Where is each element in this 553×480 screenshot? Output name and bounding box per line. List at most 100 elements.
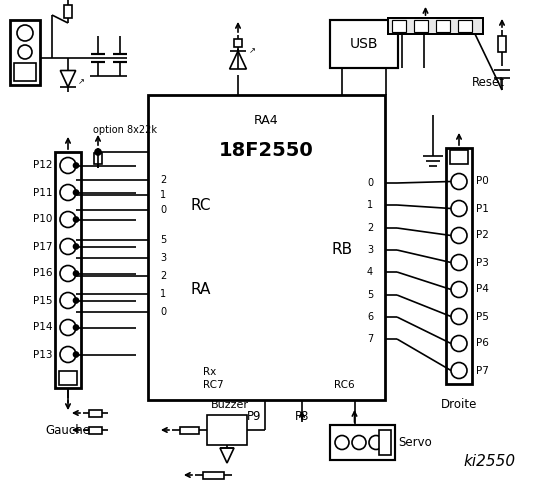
Circle shape — [451, 173, 467, 190]
Text: ↗: ↗ — [248, 46, 255, 55]
Circle shape — [60, 239, 76, 254]
Text: Reset: Reset — [472, 75, 505, 88]
Text: 5: 5 — [367, 290, 373, 300]
Text: P8: P8 — [295, 409, 309, 422]
Text: P17: P17 — [33, 241, 52, 252]
Text: P16: P16 — [33, 268, 52, 278]
Circle shape — [60, 184, 76, 201]
Text: RA: RA — [190, 283, 210, 298]
Bar — [379, 430, 391, 455]
Text: 2: 2 — [160, 175, 166, 185]
Bar — [330, 20, 398, 68]
Bar — [414, 20, 428, 32]
Text: P3: P3 — [476, 257, 489, 267]
Bar — [450, 150, 468, 164]
Circle shape — [74, 190, 79, 195]
Bar — [64, 5, 72, 18]
Bar — [330, 425, 395, 460]
Text: P1: P1 — [476, 204, 489, 214]
Circle shape — [74, 298, 79, 303]
Text: P4: P4 — [476, 285, 489, 295]
Text: P7: P7 — [476, 365, 489, 375]
Bar — [446, 148, 472, 384]
Text: Rx: Rx — [203, 367, 216, 377]
Text: P12: P12 — [33, 160, 52, 170]
Bar — [204, 471, 223, 479]
Text: Gauche: Gauche — [45, 423, 91, 436]
Bar — [94, 153, 102, 164]
Circle shape — [17, 25, 33, 41]
Circle shape — [369, 435, 383, 449]
Text: Buzzer: Buzzer — [211, 400, 249, 410]
Text: 7: 7 — [367, 334, 373, 344]
Text: option 8x22k: option 8x22k — [93, 125, 157, 135]
Text: 0: 0 — [160, 205, 166, 215]
Bar — [458, 20, 472, 32]
Circle shape — [60, 212, 76, 228]
Text: RB: RB — [332, 242, 353, 257]
Text: P9: P9 — [247, 409, 261, 422]
Circle shape — [60, 157, 76, 173]
Text: ki2550: ki2550 — [464, 455, 516, 469]
Text: USB: USB — [349, 37, 378, 51]
Text: P13: P13 — [33, 349, 52, 360]
Bar — [14, 63, 36, 81]
Text: 18F2550: 18F2550 — [219, 141, 314, 159]
Bar — [388, 18, 483, 34]
Circle shape — [352, 435, 366, 449]
Bar — [88, 409, 102, 417]
Bar — [234, 38, 242, 48]
Bar — [498, 36, 506, 52]
Bar — [10, 20, 40, 85]
Text: P11: P11 — [33, 188, 52, 197]
Circle shape — [451, 281, 467, 298]
Circle shape — [60, 347, 76, 362]
Text: RC6: RC6 — [335, 380, 355, 390]
Text: P2: P2 — [476, 230, 489, 240]
Circle shape — [451, 336, 467, 351]
Bar — [148, 95, 385, 400]
Text: 0: 0 — [160, 307, 166, 317]
Circle shape — [74, 352, 79, 357]
Text: RC: RC — [190, 197, 211, 213]
Text: 4: 4 — [367, 267, 373, 277]
Circle shape — [335, 435, 349, 449]
Text: P10: P10 — [33, 215, 52, 225]
Circle shape — [74, 163, 79, 168]
Text: 2: 2 — [160, 271, 166, 281]
Circle shape — [451, 228, 467, 243]
Text: 0: 0 — [367, 178, 373, 188]
Text: 5: 5 — [160, 235, 166, 245]
Circle shape — [451, 362, 467, 379]
Text: 3: 3 — [367, 245, 373, 255]
Bar — [392, 20, 406, 32]
Circle shape — [60, 320, 76, 336]
Text: RA4: RA4 — [254, 113, 279, 127]
Circle shape — [74, 217, 79, 222]
Circle shape — [451, 254, 467, 271]
Text: 3: 3 — [160, 253, 166, 263]
Text: RC7: RC7 — [203, 380, 223, 390]
Text: ↗: ↗ — [78, 77, 85, 86]
Text: P14: P14 — [33, 323, 52, 333]
Bar — [88, 427, 102, 433]
Circle shape — [74, 325, 79, 330]
Text: P6: P6 — [476, 338, 489, 348]
Bar — [55, 152, 81, 388]
Text: 2: 2 — [367, 223, 373, 233]
Circle shape — [451, 201, 467, 216]
Text: 1: 1 — [367, 200, 373, 210]
Text: P0: P0 — [476, 177, 489, 187]
Text: 1: 1 — [160, 289, 166, 299]
Circle shape — [451, 309, 467, 324]
Circle shape — [60, 292, 76, 309]
Text: Droite: Droite — [441, 397, 477, 410]
Circle shape — [18, 45, 32, 59]
Text: 6: 6 — [367, 312, 373, 322]
Circle shape — [74, 244, 79, 249]
Bar — [59, 371, 77, 385]
Bar — [436, 20, 450, 32]
Bar — [207, 415, 247, 445]
Circle shape — [95, 149, 101, 155]
Text: Servo: Servo — [398, 436, 432, 449]
